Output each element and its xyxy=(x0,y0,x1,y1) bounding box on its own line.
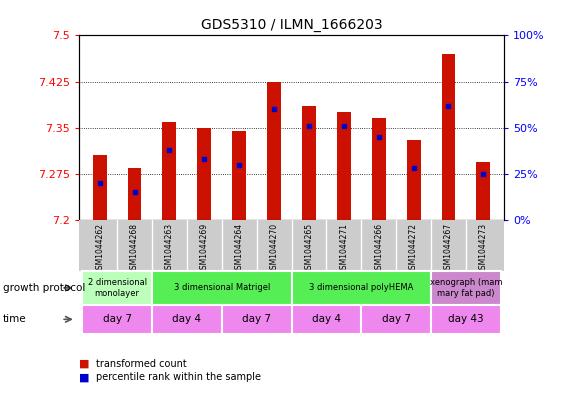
Text: GSM1044272: GSM1044272 xyxy=(409,222,418,274)
Text: day 7: day 7 xyxy=(382,314,410,324)
Text: ■: ■ xyxy=(79,372,89,382)
Bar xyxy=(267,82,281,220)
Text: 3 dimensional polyHEMA: 3 dimensional polyHEMA xyxy=(309,283,413,292)
Text: GDS5310 / ILMN_1666203: GDS5310 / ILMN_1666203 xyxy=(201,18,382,32)
Bar xyxy=(431,305,501,334)
Text: GSM1044273: GSM1044273 xyxy=(479,222,488,274)
Bar xyxy=(152,271,292,305)
Text: day 4: day 4 xyxy=(173,314,201,324)
Bar xyxy=(361,305,431,334)
Bar xyxy=(82,305,152,334)
Bar xyxy=(337,112,351,220)
Text: GSM1044271: GSM1044271 xyxy=(339,222,348,274)
Bar xyxy=(82,271,152,305)
Bar xyxy=(372,118,386,220)
Text: xenograph (mam
mary fat pad): xenograph (mam mary fat pad) xyxy=(430,278,502,298)
Text: GSM1044268: GSM1044268 xyxy=(130,222,139,274)
Text: day 7: day 7 xyxy=(103,314,132,324)
Bar xyxy=(152,305,222,334)
Text: GSM1044269: GSM1044269 xyxy=(200,222,209,274)
Text: percentile rank within the sample: percentile rank within the sample xyxy=(96,372,261,382)
Bar xyxy=(476,162,490,220)
Text: growth protocol: growth protocol xyxy=(3,283,85,293)
Bar xyxy=(222,305,292,334)
Text: transformed count: transformed count xyxy=(96,358,187,369)
Text: time: time xyxy=(3,314,27,324)
Bar xyxy=(232,131,246,220)
Bar xyxy=(93,156,107,220)
Text: day 7: day 7 xyxy=(242,314,271,324)
Bar xyxy=(292,271,431,305)
Text: GSM1044270: GSM1044270 xyxy=(269,222,279,274)
Text: day 43: day 43 xyxy=(448,314,484,324)
Bar xyxy=(302,106,316,220)
Text: GSM1044265: GSM1044265 xyxy=(304,222,314,274)
Text: ■: ■ xyxy=(79,358,89,369)
Text: GSM1044263: GSM1044263 xyxy=(165,222,174,274)
Bar xyxy=(163,121,177,220)
Text: GSM1044266: GSM1044266 xyxy=(374,222,383,274)
Bar xyxy=(431,271,501,305)
Text: GSM1044262: GSM1044262 xyxy=(95,222,104,274)
Bar xyxy=(197,128,211,220)
Bar xyxy=(441,54,455,220)
Text: GSM1044267: GSM1044267 xyxy=(444,222,453,274)
Text: day 4: day 4 xyxy=(312,314,341,324)
Bar xyxy=(406,140,420,220)
Text: 2 dimensional
monolayer: 2 dimensional monolayer xyxy=(87,278,147,298)
Bar xyxy=(128,168,142,220)
Text: 3 dimensional Matrigel: 3 dimensional Matrigel xyxy=(174,283,270,292)
Text: GSM1044264: GSM1044264 xyxy=(235,222,244,274)
Bar xyxy=(292,305,361,334)
